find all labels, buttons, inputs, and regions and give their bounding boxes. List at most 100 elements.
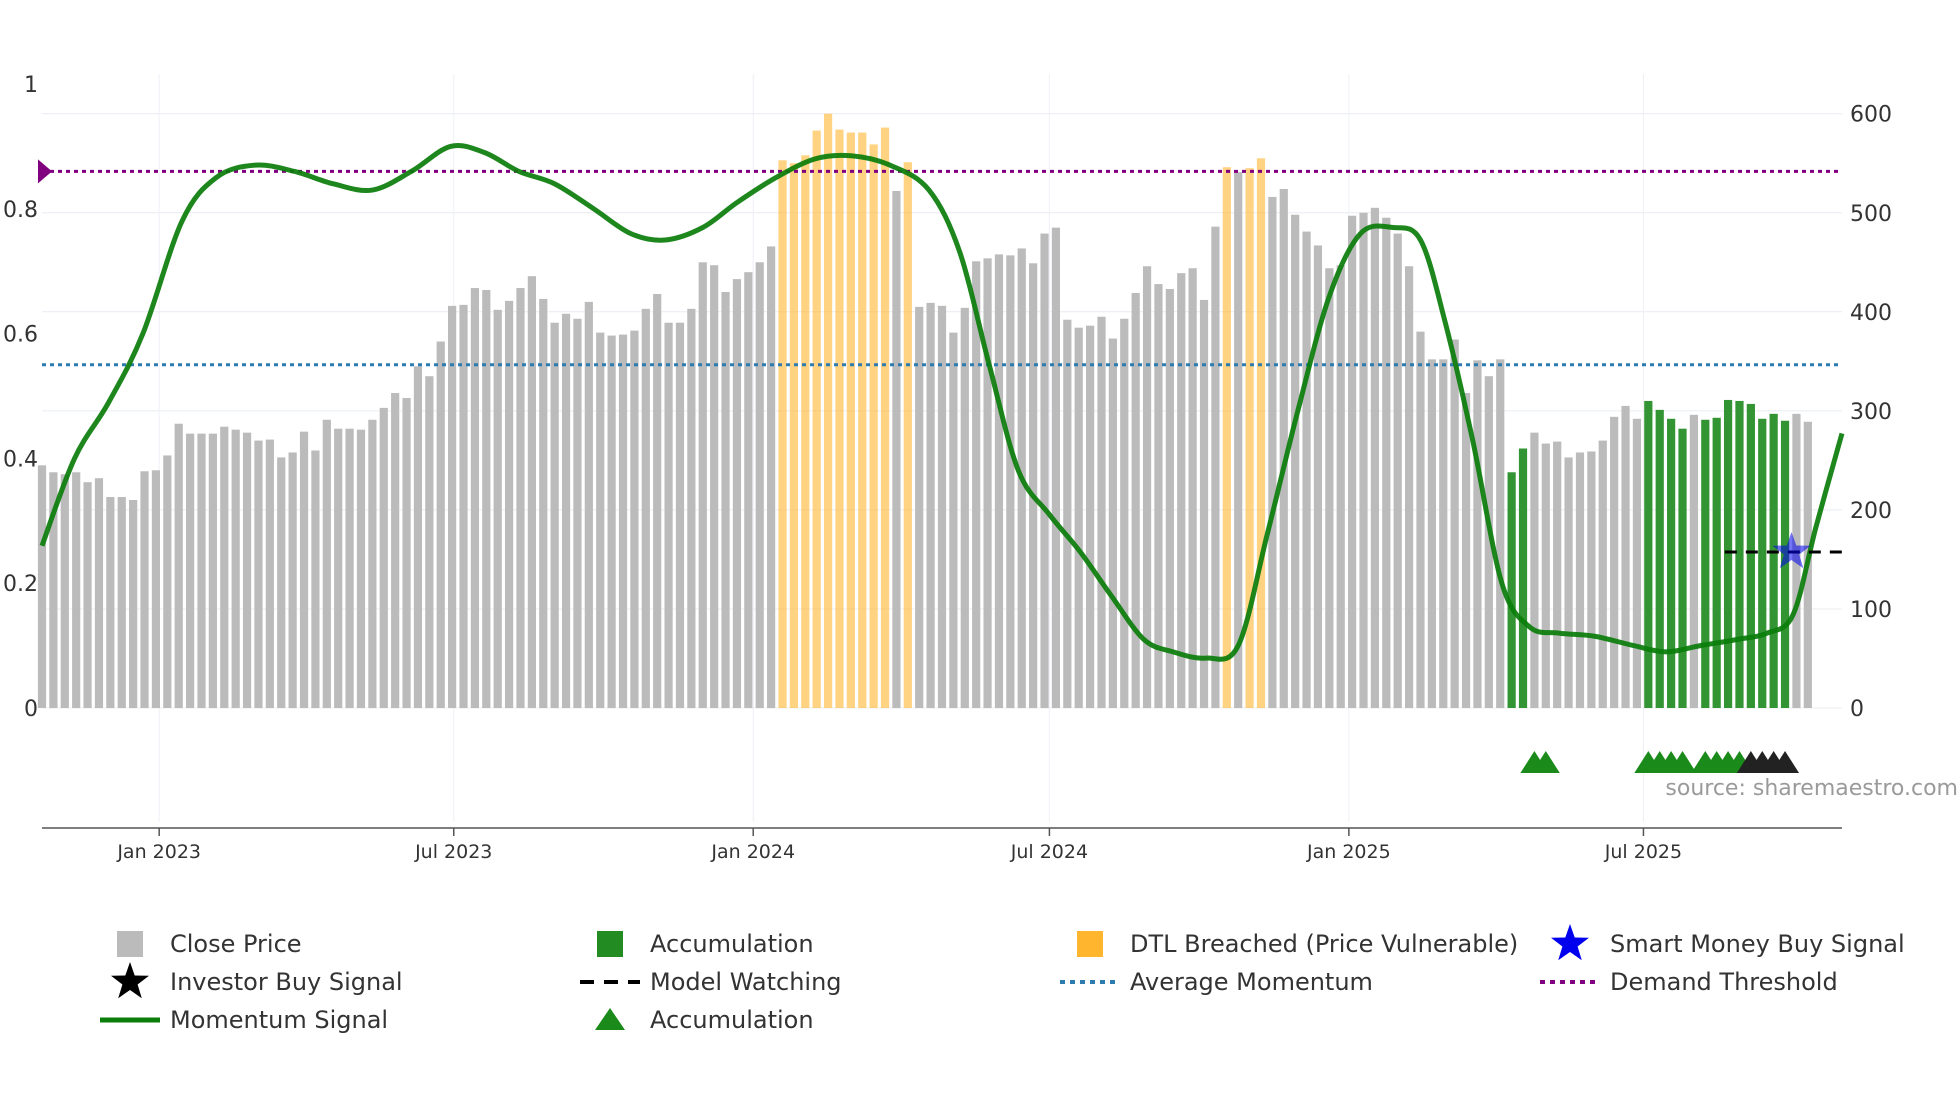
close-price-bar [1610, 416, 1619, 708]
close-price-bar [106, 497, 115, 708]
close-price-bar [892, 190, 901, 708]
y-right-tick-label: 0 [1850, 697, 1864, 722]
close-price-bar [436, 341, 445, 708]
y-right-tick-label: 400 [1850, 301, 1892, 326]
close-price-bar [1404, 266, 1414, 708]
close-price-bar [994, 254, 1004, 708]
close-price-bar [459, 304, 468, 708]
legend-label: Demand Threshold [1610, 968, 1838, 996]
dtl-breached-bar [903, 162, 912, 708]
close-price-bar [94, 478, 104, 708]
close-price-bar [163, 455, 172, 708]
close-price-bar [1120, 318, 1129, 708]
close-price-bar [140, 471, 149, 708]
close-price-bar [117, 497, 126, 708]
price-bars [37, 113, 1812, 709]
close-price-bar [356, 429, 366, 708]
triangle-icon [595, 1008, 625, 1030]
close-price-bar [1097, 316, 1106, 708]
close-price-bar [174, 423, 183, 708]
close-price-bar [1348, 215, 1357, 708]
close-price-bar [265, 439, 274, 708]
star-icon [1551, 924, 1589, 961]
close-price-bar [710, 265, 719, 708]
close-price-bar [504, 300, 514, 708]
accumulation-bar [1507, 472, 1516, 708]
smart-money-buy-signal-star [1772, 532, 1811, 569]
close-price-bar [60, 474, 69, 708]
dtl-breached-bar [1222, 167, 1231, 708]
close-price-bar [1131, 292, 1140, 708]
close-price-bar [972, 261, 981, 708]
y-right-tick-label: 300 [1850, 400, 1892, 425]
close-price-bar [675, 322, 685, 708]
close-price-bar [402, 397, 411, 708]
momentum-signal-line [39, 142, 1845, 662]
legend-item: Momentum Signal [100, 1006, 388, 1034]
close-price-bar [1427, 359, 1436, 708]
close-price-bar [1154, 284, 1163, 708]
close-price-bar [937, 305, 947, 708]
close-price-bar [129, 500, 138, 708]
close-price-bar [151, 470, 161, 708]
close-price-bar [368, 419, 377, 708]
dtl-breached-bar [1245, 168, 1254, 708]
dtl-breached-bar [858, 132, 867, 709]
y-right-tick-label: 600 [1850, 103, 1892, 128]
close-price-bar [1541, 443, 1550, 708]
close-price-bar [1268, 196, 1277, 708]
reference-lines [38, 159, 1842, 367]
close-price-bar [1530, 432, 1539, 708]
dtl-breached-bar [789, 163, 798, 708]
close-price-bar [1051, 227, 1061, 708]
close-price-bar [744, 272, 753, 708]
close-price-bar [334, 428, 343, 708]
close-price-bar [493, 309, 502, 708]
x-tick-label: Jan 2024 [710, 841, 795, 863]
close-price-bar [1074, 327, 1083, 708]
close-price-bar [1359, 212, 1368, 708]
square-icon [597, 931, 623, 957]
close-price-bar [1188, 268, 1197, 708]
dtl-breached-bar [835, 129, 844, 709]
close-price-bar [767, 246, 776, 708]
close-price-bar [220, 426, 229, 708]
legend-label: Momentum Signal [170, 1006, 388, 1034]
close-price-bar [721, 292, 730, 708]
close-price-bar [1177, 273, 1186, 708]
dtl-breached-bar [778, 160, 787, 708]
close-price-bar [311, 450, 320, 708]
close-price-bar [755, 262, 764, 708]
close-price-bar [561, 313, 571, 708]
close-price-bar [1575, 452, 1585, 708]
close-price-bar [1553, 441, 1562, 708]
legend: Close Price Accumulation DTL Breached (Pri… [100, 924, 1905, 1034]
close-price-bar [49, 472, 58, 708]
y-left-tick-label: 1 [24, 73, 38, 98]
accumulation-bar [1758, 418, 1767, 708]
close-price-bar [1325, 268, 1334, 708]
y-right-tick-label: 100 [1850, 598, 1892, 623]
y-left-tick-label: 0.8 [3, 198, 38, 223]
close-price-bar [1587, 451, 1596, 708]
close-price-bar [1211, 226, 1220, 708]
y-left-tick-label: 0.4 [3, 447, 38, 472]
close-price-bar [482, 290, 491, 708]
close-price-bar [254, 440, 263, 708]
close-price-bar [698, 262, 707, 708]
close-price-bar [1006, 255, 1015, 708]
legend-item: Close Price [117, 930, 302, 958]
accumulation-bar [1678, 428, 1687, 708]
dtl-breached-bar [869, 144, 878, 708]
close-price-bar [448, 305, 457, 708]
close-price-bar [960, 307, 969, 708]
close-price-bar [1029, 263, 1038, 708]
accumulation-bar [1655, 409, 1664, 708]
accumulation-bar [1723, 399, 1733, 708]
momentum-line-group [39, 142, 1845, 662]
close-price-bar [231, 429, 240, 708]
close-price-bar [653, 293, 662, 708]
close-price-bar [186, 433, 195, 708]
close-price-bar [1313, 245, 1323, 708]
close-price-bar [1564, 457, 1573, 708]
